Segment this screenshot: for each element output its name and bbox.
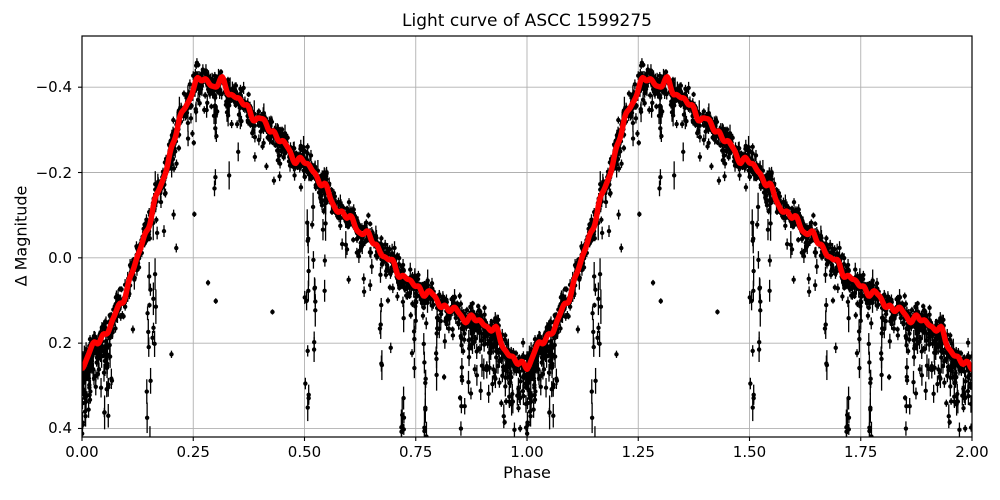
y-axis-label: Δ Magnitude xyxy=(11,185,31,287)
x-tick-label: 1.75 xyxy=(844,443,878,461)
chart-title: Light curve of ASCC 1599275 xyxy=(402,11,652,31)
y-tick-label: 0.2 xyxy=(48,334,72,353)
x-tick-label: 1.50 xyxy=(732,443,767,461)
y-tick-label: −0.4 xyxy=(35,78,72,97)
y-tick-label: 0.4 xyxy=(48,419,72,438)
x-tick-label: 0.25 xyxy=(176,443,210,461)
x-tick-label: 1.25 xyxy=(621,443,655,461)
x-axis-label: Phase xyxy=(503,463,551,482)
x-tick-label: 0.75 xyxy=(399,443,433,461)
x-tick-label: 2.00 xyxy=(955,443,989,461)
x-tick-label: 0.00 xyxy=(65,443,99,461)
y-tick-label: −0.2 xyxy=(35,163,72,182)
x-tick-label: 0.50 xyxy=(287,443,322,461)
x-tick-label: 1.00 xyxy=(510,443,544,461)
y-tick-label: 0.0 xyxy=(48,248,72,267)
